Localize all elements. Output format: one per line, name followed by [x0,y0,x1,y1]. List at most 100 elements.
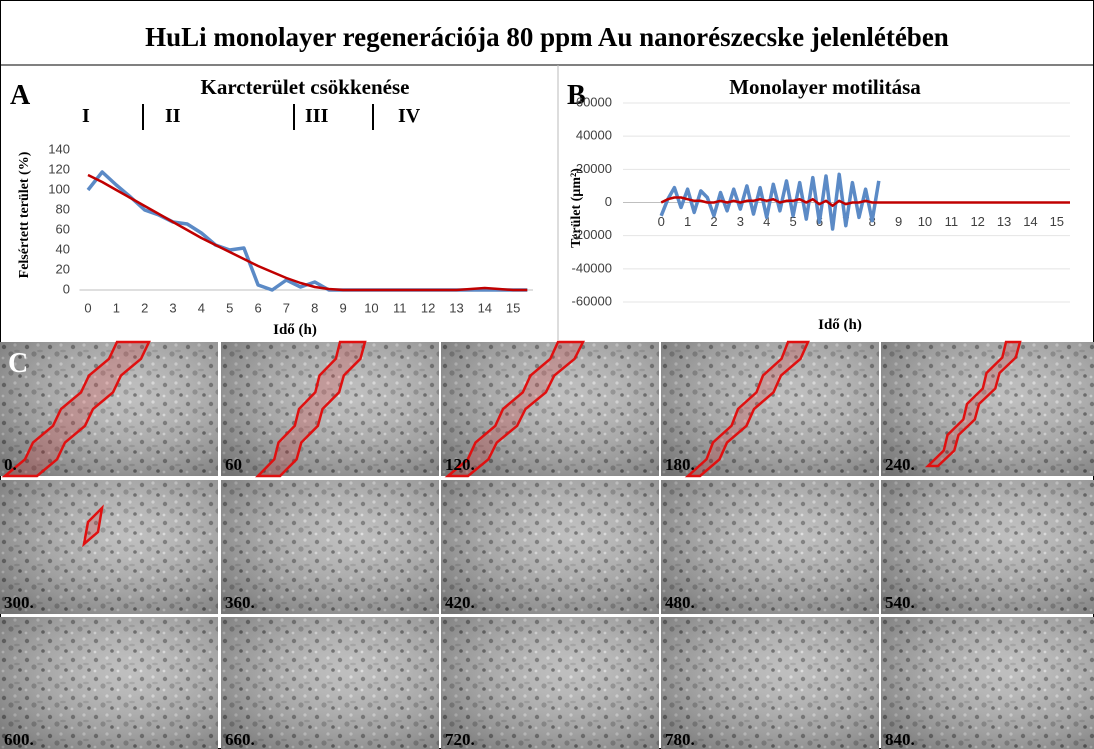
y-tick-label: 20 [56,261,70,276]
micrograph: 240. [881,340,1094,476]
micrograph: 360. [221,480,439,614]
frame-label: 300. [4,593,34,612]
annotation: II [165,105,181,127]
x-tick-label: 12 [970,214,984,229]
x-tick-label: 14 [478,300,492,315]
micrograph-shade [221,342,439,476]
x-tick-label: 2 [710,214,717,229]
micrograph-shade [441,342,659,476]
chart-title: Karcterület csökkenése [201,75,410,99]
chart-title: Monolayer motilitása [729,75,921,99]
x-tick-label: 4 [198,300,205,315]
y-tick-label: 100 [48,181,70,196]
x-tick-label: 10 [364,300,378,315]
y-tick-label: 80 [56,201,70,216]
x-tick-label: 10 [918,214,932,229]
frame-label: 600. [4,730,34,749]
frame-label: 0. [4,455,17,474]
micrograph: 480. [661,480,879,614]
x-axis-label: Idő (h) [818,317,862,333]
y-tick-label: 40000 [576,128,612,143]
x-tick-label: 2 [141,300,148,315]
x-tick-label: 9 [895,214,902,229]
x-tick-label: 13 [997,214,1011,229]
annotation: IV [398,105,421,127]
x-tick-label: 0 [84,300,91,315]
x-tick-label: 4 [763,214,770,229]
y-tick-label: 0 [605,194,612,209]
y-tick-label: 60 [56,221,70,236]
micrograph: 0. [0,340,218,478]
frame-label: 120. [445,455,475,474]
x-tick-label: 6 [254,300,261,315]
wound-outline [924,340,1022,468]
frame-label: 60 [225,455,242,474]
y-tick-label: 0 [63,281,70,296]
x-tick-label: 1 [684,214,691,229]
y-tick-label: -20000 [572,227,612,242]
micrograph: 720. [441,617,659,749]
y-tick-label: 60000 [576,94,612,109]
micrograph-shade [221,480,439,614]
x-tick-label: 1 [113,300,120,315]
y-axis-label: Felsértett terület (%) [17,151,32,278]
annotation: I [82,105,90,127]
micrograph-shade [0,480,218,614]
data-line [660,196,1070,208]
y-tick-label: 140 [48,141,70,156]
micrograph: 660. [221,617,439,749]
frame-label: 240. [885,455,915,474]
x-tick-label: 0 [658,214,665,229]
wound-outline [684,340,810,478]
x-tick-label: 3 [169,300,176,315]
x-tick-label: 12 [421,300,435,315]
wound-outline [444,340,586,478]
y-tick-label: 40 [56,241,70,256]
frame-label: 360. [225,593,255,612]
micrograph-shade [0,617,218,749]
micrograph-shade [661,480,879,614]
micrograph-shade [221,617,439,749]
x-tick-label: 15 [506,300,520,315]
micrograph-shade [661,617,879,749]
wound-outline [82,504,104,548]
wound-outline [1,340,151,478]
micrograph-shade [441,617,659,749]
micrograph: 420. [441,480,659,614]
micrograph: 840. [881,617,1094,749]
micrograph-shade [441,480,659,614]
frame-label: 180. [665,455,695,474]
x-tick-label: 3 [737,214,744,229]
x-tick-label: 5 [789,214,796,229]
micrograph-shade [0,342,218,476]
figure-title: HuLi monolayer regenerációja 80 ppm Au n… [145,22,949,52]
y-axis-label: Terület (µm²) [569,168,584,248]
frame-label: 420. [445,593,475,612]
x-tick-label: 7 [283,300,290,315]
frame-label: 840. [885,730,915,749]
frame-label: 480. [665,593,695,612]
y-tick-label: -40000 [572,260,612,275]
data-line [87,173,528,292]
x-tick-label: 8 [311,300,318,315]
micrograph-panel: 0. 60 120. 180. 240. 300. 360. 420. 480. 540. 600.… [0,340,1094,749]
x-tick-label: 11 [945,214,959,229]
y-tick-label: -60000 [572,293,612,308]
x-tick-label: 5 [226,300,233,315]
x-axis-label: Idő (h) [273,322,317,338]
frame-label: 780. [665,730,695,749]
micrograph: 600. [0,617,218,749]
frame-label: 540. [885,593,915,612]
micrograph: 780. [661,617,879,749]
x-tick-label: 15 [1050,214,1064,229]
x-tick-label: 9 [339,300,346,315]
y-tick-label: 20000 [576,161,612,176]
x-tick-label: 11 [393,300,407,315]
x-tick-label: 13 [449,300,463,315]
wound-outline [255,340,367,478]
y-tick-label: 120 [48,161,70,176]
x-tick-label: 14 [1023,214,1037,229]
panel-letter: B [567,80,586,111]
micrograph: 180. [661,340,879,478]
